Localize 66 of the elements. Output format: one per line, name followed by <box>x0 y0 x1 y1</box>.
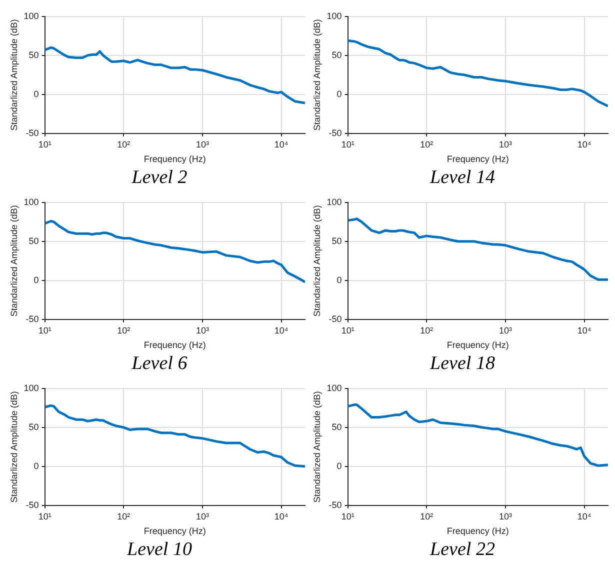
y-tick-label: 100 <box>326 196 342 207</box>
y-tick-label: -50 <box>328 314 342 324</box>
y-tick-label: -50 <box>328 500 342 510</box>
x-axis-title: Frequency (Hz) <box>446 340 509 350</box>
x-tick-label: 10² <box>117 139 130 150</box>
y-tick-label: 0 <box>336 88 342 99</box>
x-tick-label: 10² <box>420 511 434 522</box>
y-axis-title: Standarlized Amplitude (dB) <box>8 205 19 317</box>
x-tick-label: 10³ <box>196 511 209 522</box>
text: Level 6 <box>132 352 188 376</box>
x-tick-label: 10⁴ <box>274 139 288 150</box>
x-tick-label: 10³ <box>498 511 512 522</box>
x-tick-label: 10³ <box>498 325 512 336</box>
y-tick-label: 100 <box>326 10 342 21</box>
x-axis-title: Frequency (Hz) <box>144 526 206 536</box>
y-tick-label: 100 <box>24 10 39 21</box>
y-tick-label: 0 <box>34 88 39 99</box>
x-axis-title: Frequency (Hz) <box>446 526 509 536</box>
y-tick-label: 0 <box>34 460 39 471</box>
x-tick-label: 10¹ <box>38 325 52 336</box>
x-axis-title: Frequency (Hz) <box>144 340 206 350</box>
y-tick-label: 100 <box>24 196 39 207</box>
x-tick-label: 10⁴ <box>577 511 592 522</box>
y-tick-label: 100 <box>326 382 342 393</box>
x-tick-label: 10⁴ <box>577 325 592 336</box>
y-tick-label: -50 <box>26 314 39 324</box>
x-tick-label: 10¹ <box>38 139 52 150</box>
x-tick-label: 10² <box>117 325 130 336</box>
y-tick-label: 0 <box>34 274 39 285</box>
y-axis-title: Standarlized Amplitude (dB) <box>8 391 19 503</box>
x-tick-label: 10⁴ <box>274 511 288 522</box>
y-tick-label: 0 <box>336 460 342 471</box>
x-tick-label: 10¹ <box>341 511 354 522</box>
x-tick-label: 10¹ <box>341 139 354 150</box>
y-tick-label: -50 <box>328 128 342 138</box>
x-tick-label: 10⁴ <box>577 139 592 150</box>
x-tick-label: 10¹ <box>38 511 52 522</box>
y-tick-label: 100 <box>24 382 39 393</box>
text: Level 18 <box>430 352 495 376</box>
x-tick-label: 10² <box>420 325 434 336</box>
text: Level 14 <box>430 166 495 190</box>
x-tick-label: 10¹ <box>341 325 354 336</box>
x-tick-label: 10³ <box>196 325 209 336</box>
x-tick-label: 10² <box>420 139 434 150</box>
text: Level 10 <box>127 538 192 562</box>
y-axis-title: Standarlized Amplitude (dB) <box>312 391 322 503</box>
x-tick-label: 10⁴ <box>274 325 288 336</box>
x-tick-label: 10² <box>117 511 130 522</box>
x-tick-label: 10³ <box>196 139 209 150</box>
y-tick-label: 0 <box>336 274 342 285</box>
y-tick-label: 50 <box>28 422 39 432</box>
y-axis-title: Standarlized Amplitude (dB) <box>312 19 322 131</box>
y-tick-label: 50 <box>28 50 39 60</box>
x-axis-title: Frequency (Hz) <box>144 154 206 164</box>
y-axis-title: Standarlized Amplitude (dB) <box>312 205 322 317</box>
x-axis-title: Frequency (Hz) <box>446 154 509 164</box>
text: Level 22 <box>430 538 495 562</box>
text: Level 2 <box>132 166 188 190</box>
y-tick-label: -50 <box>26 500 39 510</box>
x-tick-label: 10³ <box>498 139 512 150</box>
y-tick-label: -50 <box>26 128 39 138</box>
y-tick-label: 50 <box>28 236 39 246</box>
y-tick-label: 50 <box>332 236 342 246</box>
y-tick-label: 50 <box>332 50 342 60</box>
y-tick-label: 50 <box>332 422 342 432</box>
y-axis-title: Standarlized Amplitude (dB) <box>8 19 19 131</box>
